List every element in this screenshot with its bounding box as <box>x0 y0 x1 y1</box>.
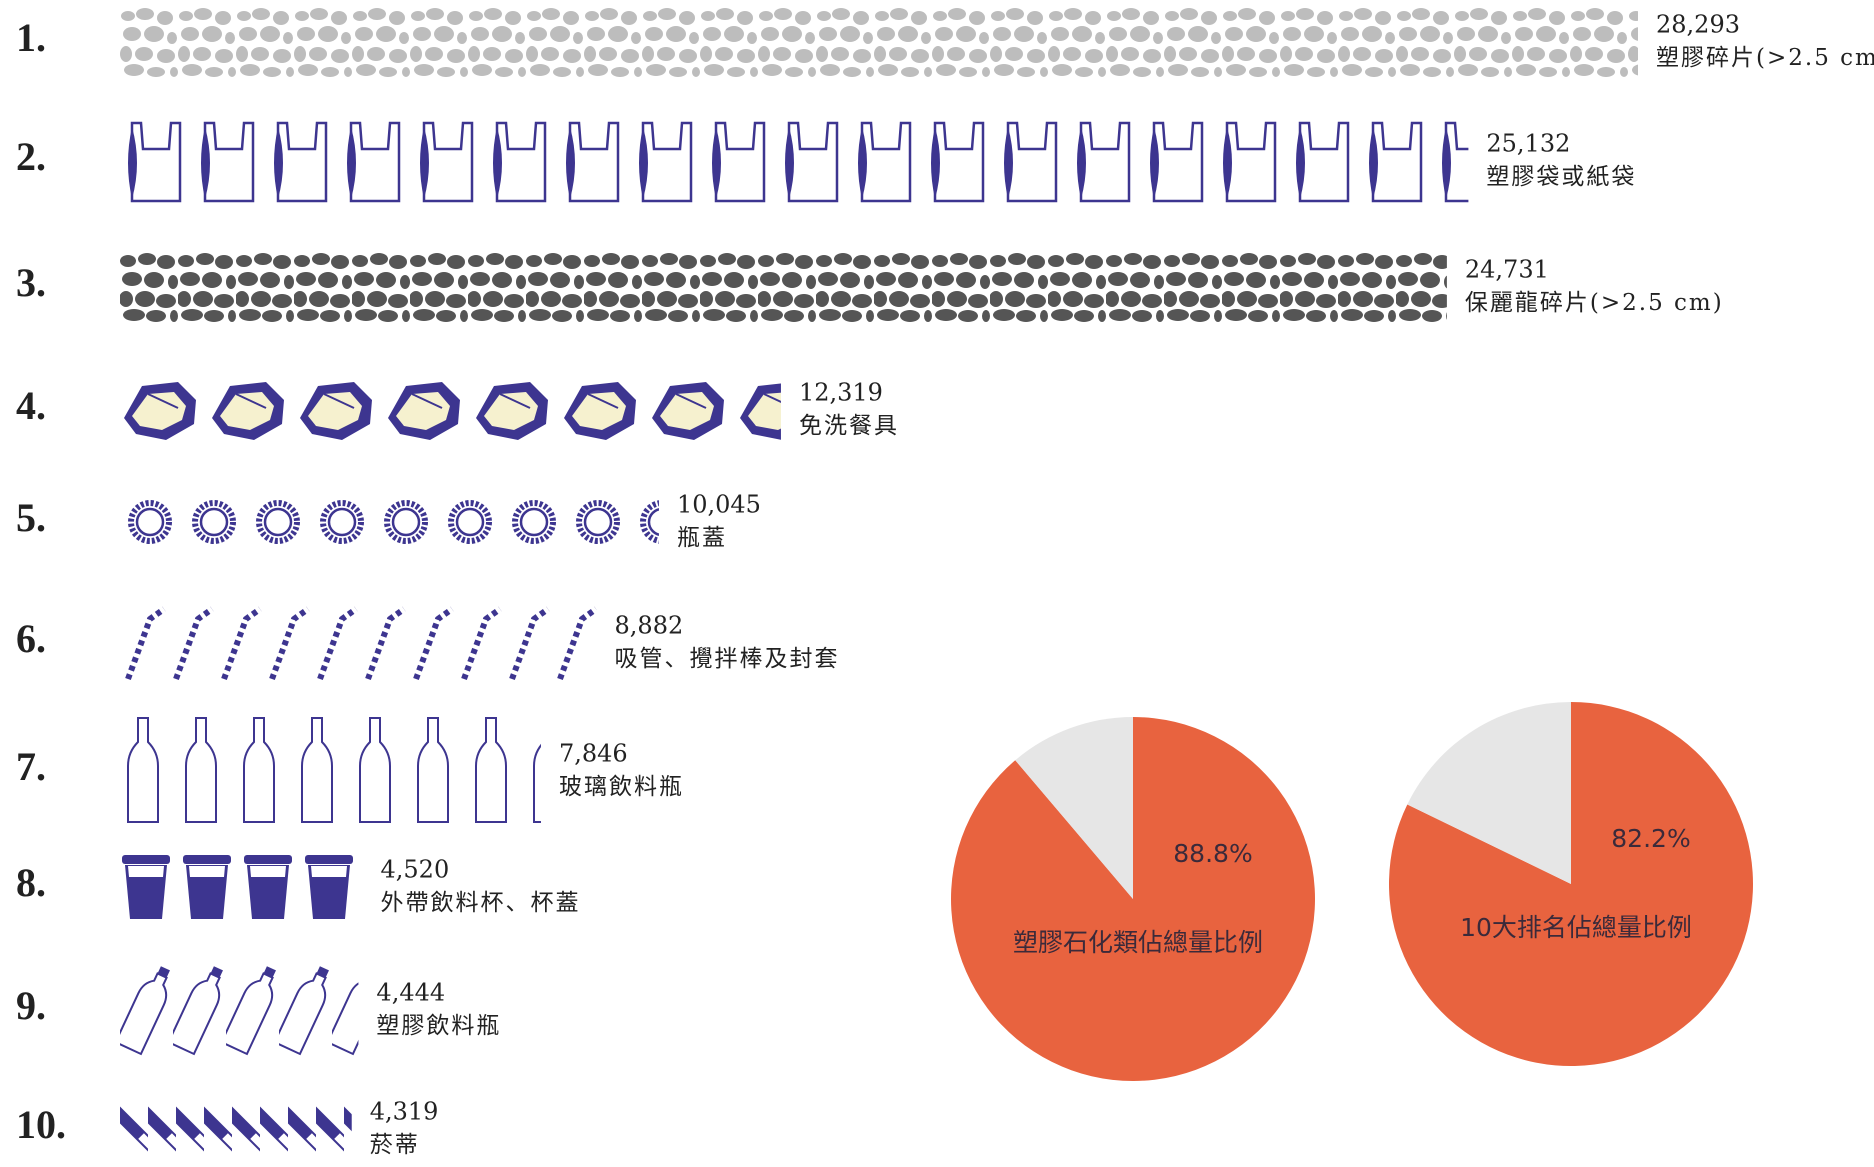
rank-label: 3. <box>16 260 46 305</box>
icon-bar <box>120 119 1469 203</box>
rank-label: 10. <box>16 1102 66 1147</box>
pie-slice <box>1388 702 1753 1067</box>
value-label: 12,319 <box>799 379 883 407</box>
value-label: 8,882 <box>615 612 684 640</box>
pie-slice <box>1015 717 1133 899</box>
category-label: 玻璃飲料瓶 <box>559 774 684 800</box>
value-label: 4,520 <box>381 856 450 884</box>
icon-bar <box>120 486 659 558</box>
category-label: 保麗龍碎片(>2.5 cm) <box>1465 290 1724 316</box>
rank-label: 8. <box>16 860 46 905</box>
icon-bar <box>120 716 541 826</box>
pie-slice <box>951 717 1316 1082</box>
rank-label: 5. <box>16 495 46 540</box>
icon-bar <box>120 251 1447 323</box>
value-label: 28,293 <box>1656 11 1740 39</box>
category-label: 塑膠碎片(>2.5 cm) <box>1656 45 1874 71</box>
value-label: 24,731 <box>1465 256 1549 284</box>
pie-slice <box>1407 702 1571 884</box>
rank-label: 4. <box>16 383 46 428</box>
value-label: 4,444 <box>376 979 445 1007</box>
icon-bar <box>120 6 1638 78</box>
pie-title: 塑膠石化類佔總量比例 <box>1013 928 1263 957</box>
icon-bar <box>120 374 781 446</box>
category-label: 塑膠袋或紙袋 <box>1486 164 1636 190</box>
category-label: 免洗餐具 <box>799 413 899 439</box>
value-label: 7,846 <box>559 740 628 768</box>
icon-bar <box>120 603 597 683</box>
category-label: 塑膠飲料瓶 <box>376 1013 501 1039</box>
rank-label: 1. <box>16 15 46 60</box>
pie-value-label: 82.2% <box>1611 824 1690 853</box>
value-label: 10,045 <box>677 491 761 519</box>
category-label: 外帶飲料杯、杯蓋 <box>381 890 581 916</box>
icon-bar <box>120 962 359 1058</box>
icon-bar <box>120 1099 352 1159</box>
pie-value-label: 88.8% <box>1173 839 1252 868</box>
rank-label: 7. <box>16 744 46 789</box>
category-label: 吸管、攪拌棒及封套 <box>615 646 840 672</box>
rank-label: 6. <box>16 616 46 661</box>
rank-label: 2. <box>16 134 46 179</box>
value-label: 4,319 <box>370 1098 439 1126</box>
category-label: 菸蒂 <box>370 1132 420 1158</box>
pie-title: 10大排名佔總量比例 <box>1460 913 1692 942</box>
value-label: 25,132 <box>1486 130 1570 158</box>
rank-label: 9. <box>16 983 46 1028</box>
icon-bar <box>120 851 363 923</box>
category-label: 瓶蓋 <box>677 525 727 551</box>
